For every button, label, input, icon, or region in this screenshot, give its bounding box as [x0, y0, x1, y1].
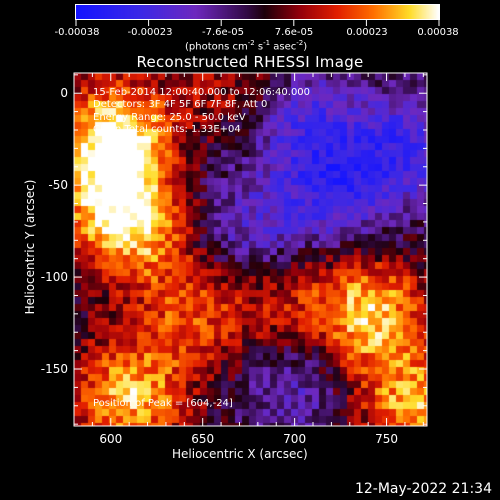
heatmap-image	[74, 73, 427, 426]
y-tick-label: -100	[41, 270, 68, 284]
footer-date: 12-May-2022 21:34	[354, 481, 492, 497]
y-axis-label: Heliocentric Y (arcsec)	[23, 179, 37, 315]
colorbar-units: (photons cm-2 s-1 asec-2)	[185, 39, 308, 53]
peak-position-text: Position of Peak = [604,-24]	[93, 398, 233, 409]
colorbar-tick-label: -0.00038	[54, 27, 100, 38]
x-tick-label: 600	[99, 432, 122, 446]
chart-title: Reconstructed RHESSI Image	[136, 53, 364, 71]
colorbar-tick-label: -7.6e-05	[202, 27, 244, 38]
time-range-text: 15-Feb-2014 12:00:40.000 to 12:06:40.000	[93, 87, 311, 98]
colorbar	[75, 4, 440, 20]
colorbar-ticks	[75, 20, 440, 26]
colorbar-tick-label: 0.00038	[417, 27, 459, 38]
y-tick-label: -50	[48, 178, 68, 192]
colorbar-tick-label: -0.00023	[127, 27, 173, 38]
image-info: 15-Feb-2014 12:00:40.000 to 12:06:40.000…	[93, 87, 310, 137]
y-tick-label: -150	[41, 362, 68, 376]
plot-frame	[73, 72, 428, 427]
x-tick-label: 650	[191, 432, 214, 446]
x-tick-label: 700	[283, 432, 306, 446]
colorbar-tick-label: 7.6e-05	[274, 27, 314, 38]
energy-range-text: Energy Range: 25.0 - 50.0 keV	[93, 111, 246, 123]
detectors-text: Detectors: 3F 4F 5F 6F 7F 8F, Att 0	[93, 99, 268, 111]
x-axis-label: Heliocentric X (arcsec)	[172, 447, 308, 461]
total-counts-text: Clean Total counts: 1.33E+04	[93, 124, 241, 136]
x-tick-label: 750	[375, 432, 398, 446]
y-tick-label: 0	[60, 86, 68, 100]
colorbar-tick-label: 0.00023	[346, 27, 388, 38]
